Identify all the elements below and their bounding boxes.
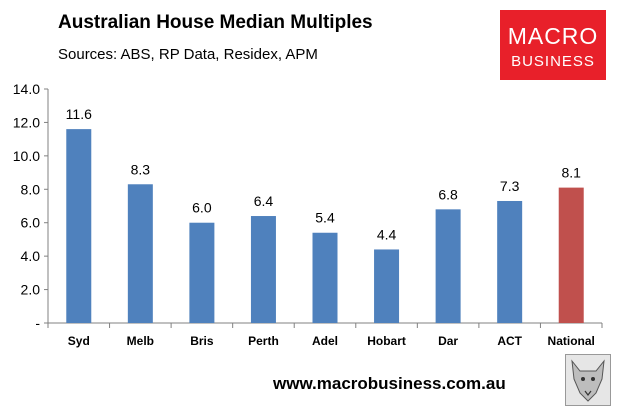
data-label: 5.4 <box>315 210 335 226</box>
bar <box>497 200 523 323</box>
logo-line2: BUSINESS <box>511 53 595 70</box>
data-label: 6.8 <box>438 186 458 202</box>
bar <box>435 209 461 323</box>
y-tick-label: 14.0 <box>13 81 40 97</box>
y-tick-label: 6.0 <box>21 215 41 231</box>
wolf-icon <box>565 354 611 406</box>
y-tick-label: - <box>35 315 40 331</box>
y-tick-label: 2.0 <box>21 282 41 298</box>
bar <box>374 249 400 323</box>
data-label: 7.3 <box>500 178 520 194</box>
data-label: 8.3 <box>131 161 151 177</box>
bar <box>127 184 153 323</box>
website-url: www.macrobusiness.com.au <box>273 374 506 393</box>
x-tick-label: Melb <box>127 334 154 348</box>
chart-subtitle: Sources: ABS, RP Data, Residex, APM <box>58 46 318 63</box>
x-tick-label: Hobart <box>367 334 406 348</box>
chart-title: Australian House Median Multiples <box>58 12 373 33</box>
bar <box>66 129 92 323</box>
x-tick-label: Dar <box>438 334 458 348</box>
x-tick-label: Perth <box>248 334 279 348</box>
x-tick-label: ACT <box>497 334 522 348</box>
x-tick-label: Adel <box>312 334 338 348</box>
data-label: 11.6 <box>66 106 92 122</box>
x-tick-label: Syd <box>68 334 90 348</box>
data-label: 6.4 <box>254 193 274 209</box>
data-label: 6.0 <box>192 200 212 216</box>
macrobusiness-logo: MACRO BUSINESS <box>500 10 606 80</box>
bar <box>312 232 338 323</box>
data-label: 4.4 <box>377 226 397 242</box>
y-tick-label: 8.0 <box>21 181 41 197</box>
y-tick-label: 4.0 <box>21 248 41 264</box>
x-tick-label: Bris <box>190 334 214 348</box>
y-tick-label: 10.0 <box>13 148 40 164</box>
x-tick-label: National <box>548 334 595 348</box>
bar <box>558 187 584 323</box>
bar <box>250 216 276 323</box>
y-tick-label: 12.0 <box>13 114 40 130</box>
logo-line1: MACRO <box>507 23 599 49</box>
bar <box>189 222 215 323</box>
data-label: 8.1 <box>561 165 581 181</box>
